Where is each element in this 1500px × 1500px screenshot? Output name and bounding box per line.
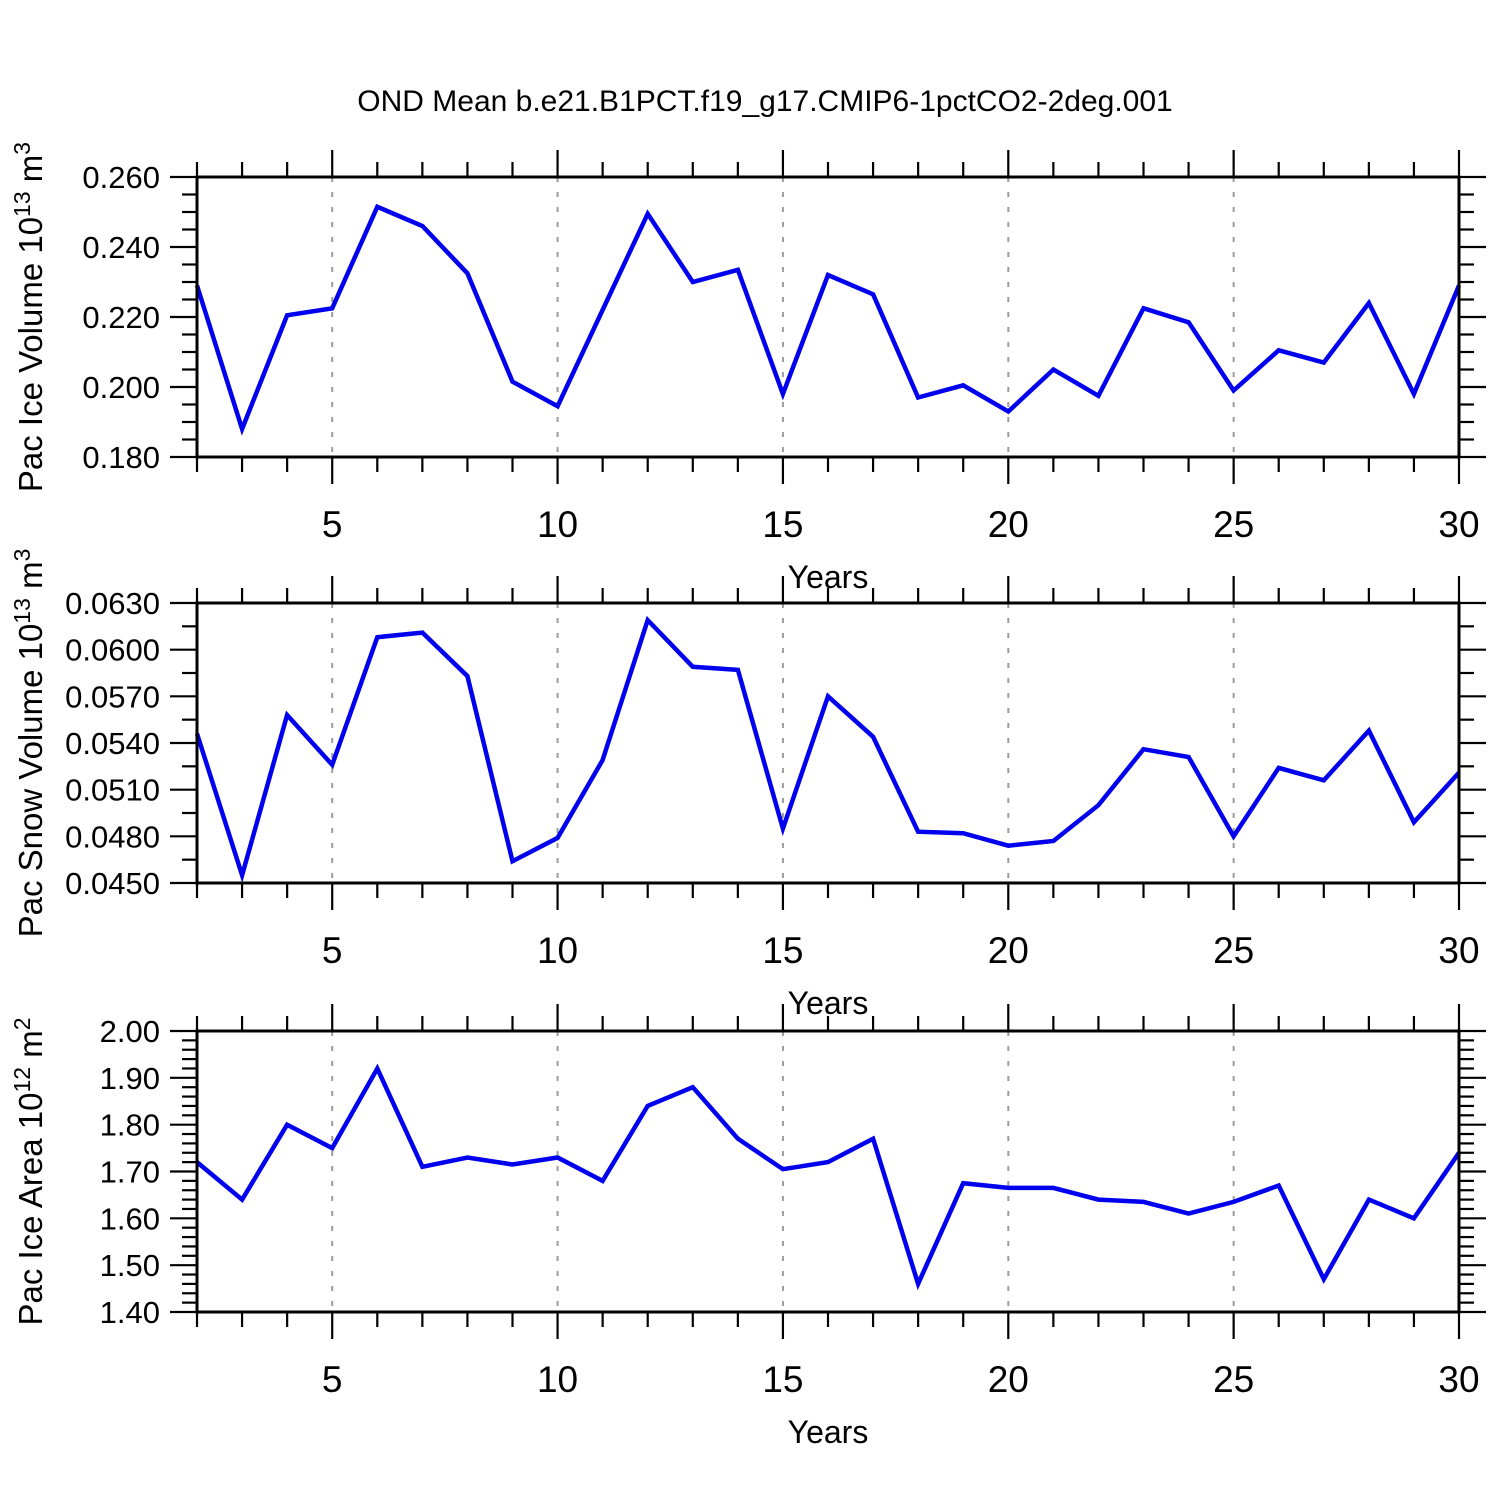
y-tick-label: 0.240 bbox=[82, 230, 160, 265]
grid-lines bbox=[331, 1031, 1235, 1312]
data-line-pac-snow-volume bbox=[194, 615, 1461, 884]
x-tick-label: 20 bbox=[988, 930, 1029, 971]
x-tick-label: 10 bbox=[537, 930, 578, 971]
figure-title: OND Mean b.e21.B1PCT.f19_g17.CMIP6-1pctC… bbox=[357, 85, 1172, 118]
y-tick-label: 0.0450 bbox=[65, 866, 160, 901]
y-tick-label: 1.60 bbox=[100, 1201, 160, 1236]
y-tick-label: 0.200 bbox=[82, 370, 160, 405]
y-tick-label: 2.00 bbox=[100, 1014, 160, 1049]
x-tick-label: 20 bbox=[988, 504, 1029, 545]
axis-box bbox=[195, 1029, 1461, 1314]
axis-box bbox=[195, 175, 1461, 459]
x-tick-label: 25 bbox=[1213, 1359, 1254, 1400]
y-tick-label: 1.40 bbox=[100, 1295, 160, 1330]
y-tick-label: 1.80 bbox=[100, 1108, 160, 1143]
y-tick-label: 0.0510 bbox=[65, 773, 160, 808]
data-line-pac-ice-area bbox=[195, 1063, 1461, 1291]
x-tick-label: 20 bbox=[988, 1359, 1029, 1400]
x-tick-label: 30 bbox=[1438, 504, 1479, 545]
x-tick-label: 10 bbox=[537, 1359, 578, 1400]
x-tick-label: 15 bbox=[762, 930, 803, 971]
x-tick-label: 30 bbox=[1438, 1359, 1479, 1400]
grid-lines bbox=[331, 177, 1235, 457]
x-tick-label: 10 bbox=[537, 504, 578, 545]
y-axis-title: Pac Ice Area 1012 m2 bbox=[9, 1017, 49, 1325]
x-tick-label: 25 bbox=[1213, 930, 1254, 971]
axis-box bbox=[195, 601, 1461, 885]
chart-pac-snow-volume: 0.0450 0.0480 0.0510 0.0540 0.0570 0.0600 0.06… bbox=[9, 549, 1486, 1021]
x-ticks bbox=[195, 576, 1461, 910]
y-ticks bbox=[170, 601, 1486, 885]
x-tick-label: 25 bbox=[1213, 504, 1254, 545]
y-tick-label: 0.0630 bbox=[65, 586, 160, 621]
grid-lines bbox=[331, 603, 1235, 883]
data-line-pac-ice-volume bbox=[194, 203, 1462, 436]
y-ticks bbox=[170, 1029, 1486, 1314]
y-tick-label: 0.0480 bbox=[65, 819, 160, 854]
y-tick-label: 0.180 bbox=[82, 440, 160, 475]
y-tick-label: 1.70 bbox=[100, 1155, 160, 1190]
y-tick-label: 0.220 bbox=[82, 300, 160, 335]
y-tick-label: 0.0570 bbox=[65, 679, 160, 714]
y-tick-label: 1.90 bbox=[100, 1061, 160, 1096]
y-tick-label: 0.260 bbox=[82, 160, 160, 195]
y-tick-label: 1.50 bbox=[100, 1248, 160, 1283]
y-tick-label: 0.0540 bbox=[65, 726, 160, 761]
x-ticks bbox=[195, 150, 1461, 484]
y-tick-label: 0.0600 bbox=[65, 633, 160, 668]
x-tick-label: 5 bbox=[322, 930, 343, 971]
y-axis-title: Pac Ice Volume 1013 m3 bbox=[9, 142, 49, 492]
x-tick-label: 15 bbox=[762, 504, 803, 545]
x-ticks bbox=[195, 1004, 1461, 1339]
x-tick-label: 5 bbox=[322, 504, 343, 545]
y-axis-title: Pac Snow Volume 1013 m3 bbox=[9, 549, 49, 938]
x-axis-title: Years bbox=[788, 1414, 869, 1450]
x-tick-label: 15 bbox=[762, 1359, 803, 1400]
x-axis-title: Years bbox=[788, 985, 869, 1021]
x-tick-label: 30 bbox=[1438, 930, 1479, 971]
y-ticks bbox=[170, 175, 1486, 459]
chart-pac-ice-area: 1.40 1.50 1.60 1.70 1.80 1.90 2.00 5 10 15 20 25 30 Y… bbox=[9, 1004, 1486, 1450]
x-tick-label: 5 bbox=[322, 1359, 343, 1400]
